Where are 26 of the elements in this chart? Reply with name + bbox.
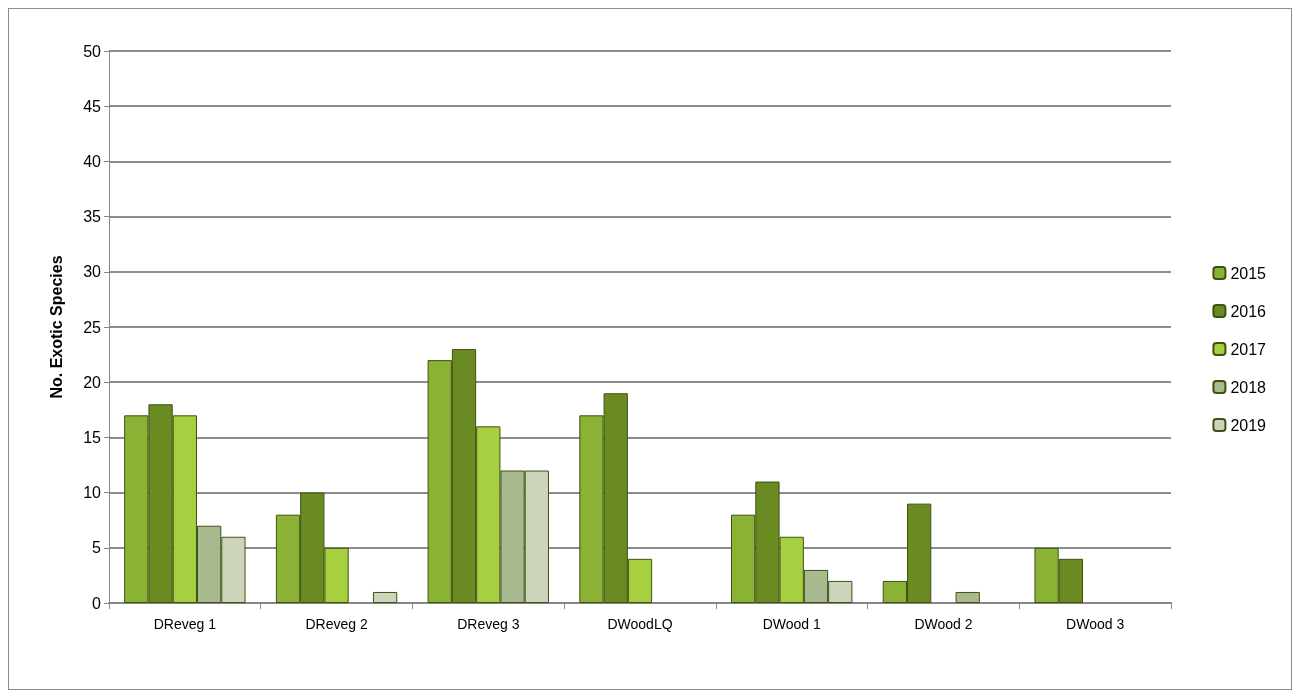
y-tick-label: 50 [83, 42, 102, 60]
x-tick-label: DWood 2 [914, 616, 973, 632]
y-tick-label: 35 [83, 208, 102, 226]
legend-label: 2017 [1230, 340, 1267, 358]
y-axis-title: No. Exotic Species [47, 255, 65, 399]
legend-label: 2019 [1230, 416, 1267, 434]
bar [955, 591, 980, 603]
legend-label: 2015 [1230, 264, 1267, 282]
y-tick-label: 25 [83, 318, 102, 336]
y-tick-label: 45 [83, 97, 102, 115]
y-tick-label: 40 [83, 152, 102, 170]
x-tick-label: DReveg 1 [153, 616, 217, 632]
legend-label: 2018 [1230, 378, 1267, 396]
x-tick-label: DWood 1 [762, 616, 821, 632]
y-tick-label: 15 [83, 428, 102, 446]
y-tick-label: 0 [92, 594, 102, 612]
y-tick-label: 30 [83, 263, 102, 281]
bar [372, 591, 398, 603]
x-tick-label: DReveg 2 [305, 616, 368, 632]
y-tick-label: 10 [83, 484, 102, 502]
y-tick-label: 20 [83, 373, 102, 391]
x-tick-label: DWood 3 [1066, 616, 1125, 632]
x-tick-label: DReveg 3 [457, 616, 520, 632]
legend-label: 2016 [1230, 302, 1267, 320]
y-tick-label: 5 [92, 539, 102, 557]
x-tick-label: DWoodLQ [607, 616, 673, 632]
